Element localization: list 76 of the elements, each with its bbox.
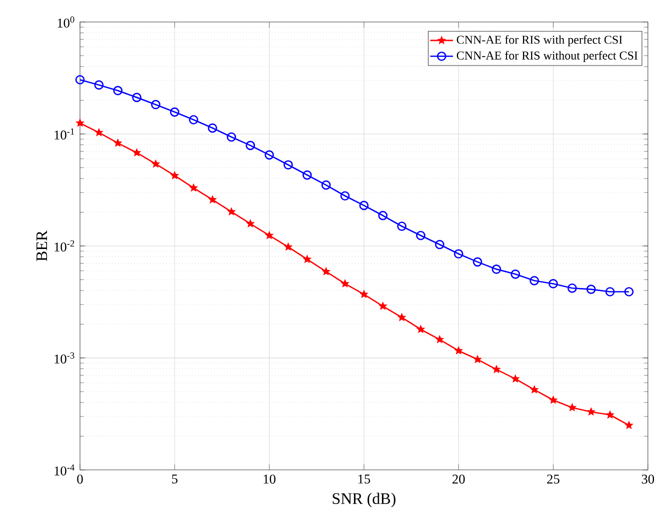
x-tick-label: 0	[77, 474, 83, 484]
x-tick-label: 20	[452, 474, 465, 484]
point	[378, 302, 387, 310]
point	[246, 140, 256, 150]
x-tick-label: 30	[642, 474, 654, 484]
point	[568, 403, 576, 412]
point	[511, 374, 520, 382]
point	[208, 123, 218, 133]
point	[208, 195, 217, 204]
point	[416, 230, 426, 240]
point	[264, 150, 274, 160]
point	[586, 284, 596, 294]
point	[151, 100, 160, 110]
point	[436, 335, 444, 344]
point	[360, 290, 368, 298]
point	[530, 386, 538, 394]
point	[587, 408, 596, 416]
x-tick-label: 25	[547, 474, 560, 484]
point	[454, 249, 464, 259]
point	[510, 270, 520, 279]
point	[434, 240, 444, 250]
y-tick-label: 10$^{-3}$	[54, 352, 74, 364]
point	[492, 264, 502, 274]
point	[397, 222, 406, 231]
x-tick-label: 15	[358, 474, 370, 484]
point	[624, 421, 634, 429]
point	[606, 410, 614, 418]
point	[378, 210, 388, 220]
legend-label: CNN-AE for RIS with perfect CSI	[456, 35, 622, 46]
point	[549, 396, 558, 404]
point	[265, 231, 274, 240]
point	[76, 118, 84, 127]
x-tick-label: 5	[172, 474, 178, 484]
point	[340, 280, 350, 288]
point	[190, 184, 198, 192]
point	[188, 115, 198, 124]
point	[398, 313, 406, 321]
point	[113, 86, 123, 96]
point	[530, 276, 539, 286]
point	[226, 132, 236, 142]
y-axis-title: BER	[36, 230, 48, 262]
point	[94, 80, 104, 90]
point	[284, 242, 292, 250]
point	[472, 257, 482, 267]
point	[322, 267, 330, 276]
point	[94, 128, 103, 136]
point	[548, 279, 558, 288]
point	[416, 325, 425, 333]
point	[473, 355, 482, 363]
point	[284, 160, 293, 170]
point	[152, 160, 160, 168]
y-tick-label: 10$^{-1}$	[54, 128, 74, 140]
point	[132, 92, 142, 102]
point	[75, 75, 85, 84]
point	[567, 284, 577, 293]
point	[454, 346, 463, 354]
point	[246, 219, 254, 228]
point	[302, 170, 312, 180]
y-tick-label: 10$^{-4}$	[54, 464, 74, 476]
point	[359, 200, 369, 210]
point	[303, 255, 312, 263]
y-tick-label: 10$^{0}$	[58, 16, 74, 28]
point	[321, 180, 331, 190]
legend-label: CNN-AE for RIS without perfect CSI	[456, 51, 638, 62]
point	[340, 191, 350, 201]
x-tick-label: 10	[264, 474, 276, 484]
point	[227, 208, 236, 216]
y-tick-label: 10$^{-2}$	[54, 240, 74, 252]
point	[624, 287, 634, 296]
point	[170, 171, 179, 180]
point	[114, 138, 122, 147]
point	[132, 148, 141, 156]
point	[492, 365, 501, 373]
point	[605, 287, 615, 296]
point	[170, 107, 180, 117]
x-axis-title: SNR (dB)	[332, 492, 396, 508]
